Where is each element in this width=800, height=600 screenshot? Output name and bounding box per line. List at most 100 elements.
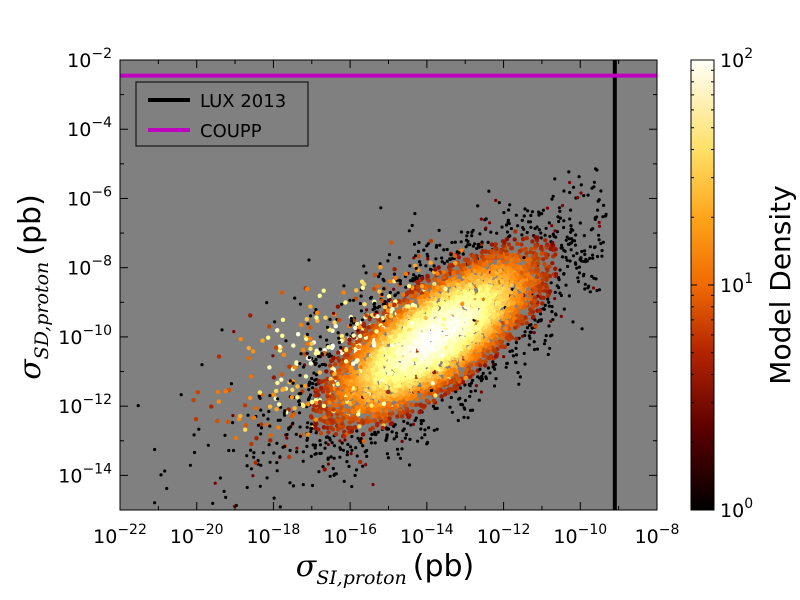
model-point (337, 367, 342, 372)
model-point (503, 326, 508, 331)
model-point (583, 252, 587, 256)
model-point (413, 290, 418, 296)
model-point (456, 278, 461, 284)
model-point (395, 414, 400, 419)
model-point (546, 297, 550, 301)
model-point (322, 415, 327, 420)
model-point (576, 280, 581, 284)
model-point (347, 420, 353, 425)
model-point (231, 413, 235, 418)
model-point (495, 346, 500, 352)
model-point (291, 484, 296, 488)
model-point (473, 348, 479, 354)
model-point (369, 347, 375, 352)
model-point (309, 314, 313, 318)
model-point (403, 354, 408, 359)
model-point (592, 276, 596, 280)
model-point (521, 226, 525, 230)
model-point (467, 383, 471, 387)
model-point (361, 439, 366, 444)
model-point (378, 272, 382, 276)
model-point (332, 320, 337, 325)
model-point (554, 312, 558, 316)
model-point (404, 433, 409, 437)
model-point (428, 260, 433, 265)
model-point (597, 220, 601, 224)
model-point (512, 237, 517, 242)
model-point (407, 229, 411, 233)
model-point (321, 403, 327, 409)
model-point (528, 336, 532, 340)
model-point (553, 290, 557, 294)
model-point (479, 245, 484, 249)
model-point (339, 360, 345, 366)
model-point (482, 268, 487, 273)
model-point (469, 389, 473, 394)
model-point (299, 384, 303, 388)
model-point (369, 330, 374, 336)
model-point (595, 288, 599, 293)
model-point (339, 333, 345, 339)
model-point (543, 282, 549, 287)
model-point (377, 304, 381, 309)
model-point (494, 305, 499, 310)
model-point (317, 470, 321, 474)
model-point (376, 430, 380, 434)
model-point (416, 254, 421, 259)
model-point (388, 421, 394, 427)
model-point (528, 330, 532, 334)
model-point (348, 298, 352, 302)
model-point (280, 317, 286, 322)
model-point (568, 217, 572, 221)
model-point (321, 425, 327, 430)
model-point (421, 338, 426, 343)
model-point (478, 367, 482, 371)
model-point (426, 257, 430, 261)
model-point (493, 285, 498, 290)
model-point (592, 180, 597, 184)
model-point (330, 392, 335, 398)
model-point (364, 271, 368, 275)
model-point (602, 203, 606, 207)
model-point (246, 356, 251, 361)
model-point (293, 296, 297, 300)
model-point (346, 442, 350, 446)
model-point (514, 353, 519, 357)
model-point (383, 416, 388, 421)
model-point (601, 240, 605, 244)
model-point (312, 371, 316, 375)
model-point (543, 303, 547, 307)
model-point (266, 324, 272, 329)
model-point (453, 353, 459, 359)
model-point (495, 312, 500, 317)
model-point (436, 281, 442, 287)
model-point (416, 249, 420, 253)
model-point (446, 390, 451, 395)
model-point (349, 316, 353, 321)
model-point (431, 285, 437, 290)
model-point (420, 365, 425, 370)
model-point (368, 418, 374, 424)
model-point (520, 233, 524, 237)
model-point (290, 387, 295, 393)
model-point (259, 432, 263, 436)
model-point (386, 456, 390, 460)
model-point (421, 334, 427, 340)
model-point (509, 257, 514, 263)
model-point (601, 215, 605, 219)
model-point (326, 457, 330, 461)
model-point (543, 233, 547, 237)
model-point (518, 286, 523, 291)
model-point (320, 363, 324, 367)
model-point (440, 398, 444, 402)
model-point (305, 401, 311, 407)
model-point (310, 376, 314, 381)
model-point (442, 248, 446, 252)
model-point (308, 346, 313, 351)
model-point (460, 403, 465, 407)
model-point (577, 265, 582, 269)
model-point (414, 254, 418, 258)
model-point (355, 454, 359, 458)
model-point (393, 299, 398, 304)
scatter-points (136, 167, 608, 509)
